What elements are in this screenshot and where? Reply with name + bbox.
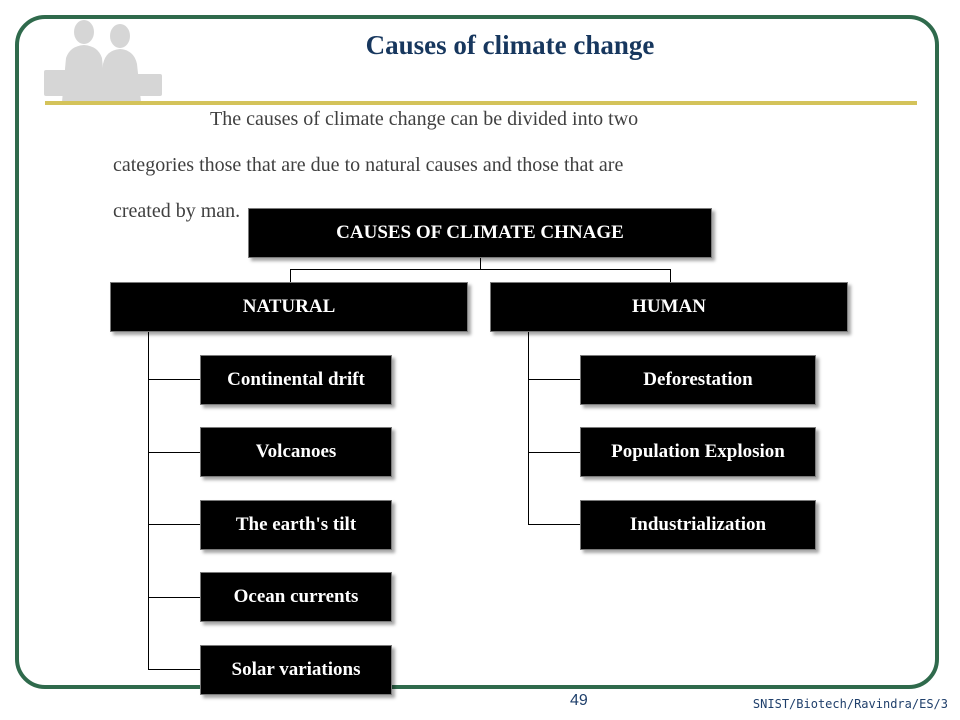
human-tick-1 [528,379,580,380]
natural-tick-4 [148,597,200,598]
human-stem-line [670,269,671,282]
root-branch-line [290,269,671,270]
human-tick-3 [528,524,580,525]
natural-stem-line [290,269,291,282]
intro-paragraph: The causes of climate change can be divi… [113,96,833,234]
human-item-industrialization: Industrialization [580,500,816,550]
natural-tick-2 [148,452,200,453]
intro-line-3: created by man. [113,200,241,222]
root-node: CAUSES OF CLIMATE CHNAGE [248,208,712,258]
root-stem-line [480,258,481,270]
human-node: HUMAN [490,282,848,332]
natural-item-continental-drift: Continental drift [200,355,392,405]
natural-item-volcanoes: Volcanoes [200,427,392,477]
title-underline [45,101,917,105]
page-number: 49 [570,692,588,709]
intro-line-1: The causes of climate change can be divi… [210,108,639,130]
human-item-population-explosion: Population Explosion [580,427,816,477]
human-item-deforestation: Deforestation [580,355,816,405]
natural-item-ocean-currents: Ocean currents [200,572,392,622]
human-spine-line [528,332,529,524]
natural-spine-line [148,332,149,670]
people-silhouette-icon [44,20,162,102]
natural-node: NATURAL [110,282,468,332]
footer-credit: SNIST/Biotech/Ravindra/ES/3 [752,697,948,711]
human-tick-2 [528,452,580,453]
natural-item-solar-variations: Solar variations [200,645,392,695]
slide-frame [15,15,939,689]
natural-item-earths-tilt: The earth's tilt [200,500,392,550]
intro-line-2: categories those that are due to natural… [113,154,624,176]
natural-tick-5 [148,669,200,670]
slide-title: Causes of climate change [365,30,655,60]
natural-tick-3 [148,524,200,525]
natural-tick-1 [148,379,200,380]
